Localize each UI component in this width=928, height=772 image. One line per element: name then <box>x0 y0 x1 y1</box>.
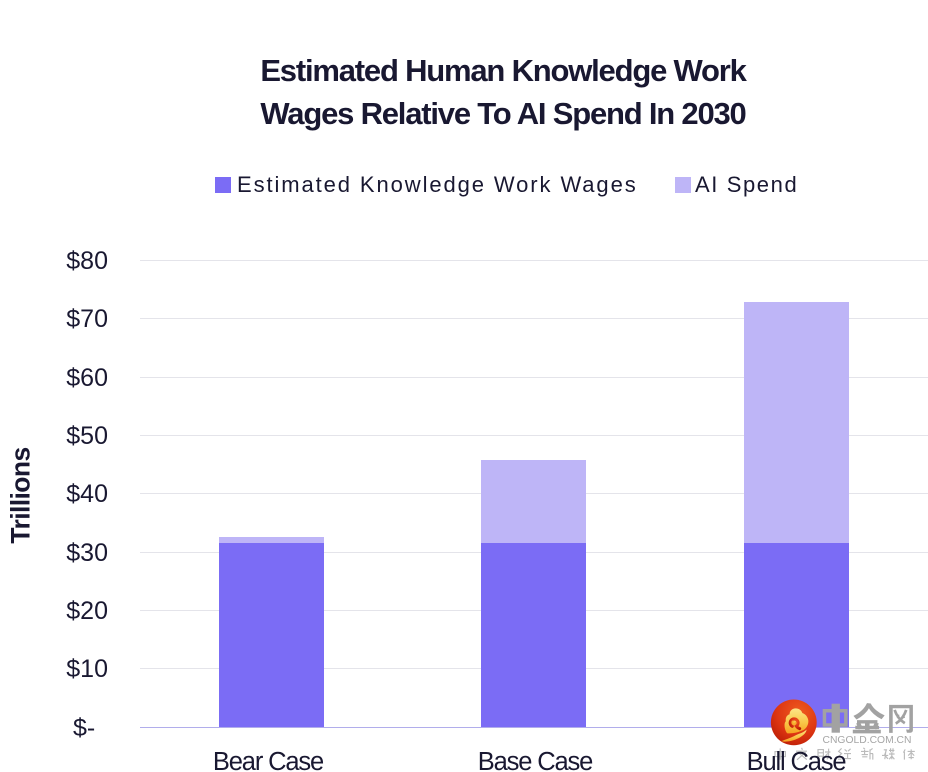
svg-text:CNGOLD.COM.CN: CNGOLD.COM.CN <box>823 735 912 746</box>
